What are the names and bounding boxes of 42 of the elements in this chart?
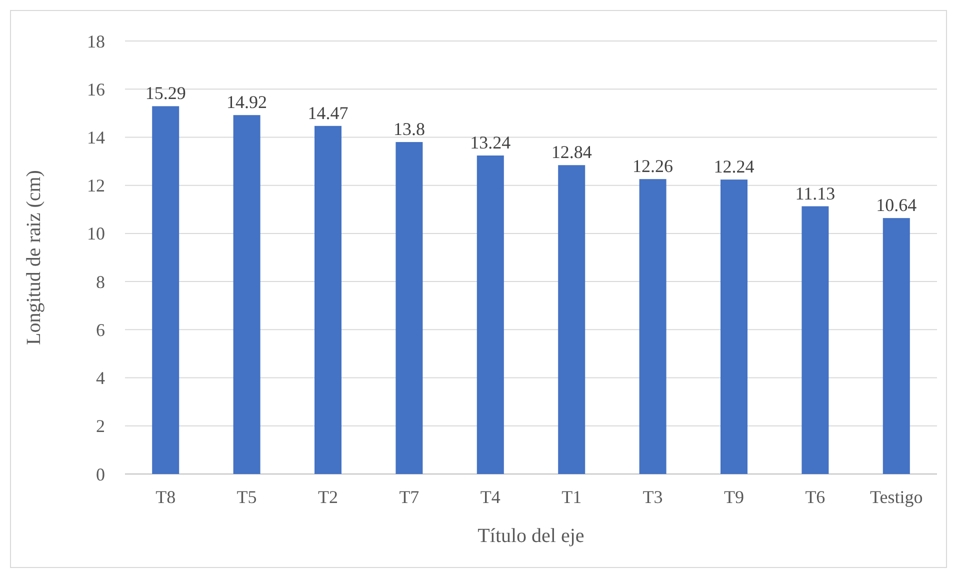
x-tick-label: T5 <box>236 487 257 507</box>
data-label: 12.24 <box>714 156 754 177</box>
bar <box>882 218 910 474</box>
x-tick-label: T7 <box>399 487 420 507</box>
data-label: 14.92 <box>226 92 268 112</box>
bar <box>476 156 504 474</box>
y-tick-label: 8 <box>96 272 105 292</box>
x-tick-label: T2 <box>318 487 338 507</box>
x-tick-label: T3 <box>642 487 663 507</box>
bar <box>720 180 748 474</box>
data-label: 10.64 <box>876 195 917 216</box>
data-label: 14.47 <box>308 102 348 123</box>
data-label: 13.8 <box>393 119 425 140</box>
data-label: 12.84 <box>551 142 592 162</box>
data-label: 11.13 <box>795 183 836 204</box>
y-tick-label: 18 <box>87 31 105 52</box>
y-tick-label: 0 <box>96 464 105 484</box>
y-tick-label: 4 <box>96 368 105 388</box>
x-tick-label: T6 <box>805 487 826 507</box>
y-tick-label: 6 <box>96 320 105 340</box>
y-tick-label: 2 <box>96 416 105 436</box>
x-tick-label: Testigo <box>870 487 923 507</box>
y-tick-label: 16 <box>87 79 105 100</box>
bar <box>802 206 829 474</box>
y-tick-label: 14 <box>87 128 105 148</box>
data-label: 15.29 <box>145 83 186 104</box>
x-tick-label: T9 <box>724 487 744 507</box>
x-tick-label: T1 <box>562 487 582 507</box>
data-label: 12.26 <box>632 156 674 176</box>
bar <box>558 165 586 474</box>
x-axis-title: Título del eje <box>478 525 584 547</box>
bar <box>639 179 666 474</box>
y-axis-title: Longitud de raiz (cm) <box>23 170 45 345</box>
y-tick-label: 10 <box>87 224 105 244</box>
x-tick-label: T8 <box>156 487 176 507</box>
bar <box>396 142 423 474</box>
data-label: 13.24 <box>470 132 511 153</box>
y-tick-label: 12 <box>87 176 105 196</box>
bar <box>152 106 180 474</box>
x-tick-label: T4 <box>480 487 500 507</box>
bar <box>314 126 342 474</box>
bar <box>233 115 260 474</box>
